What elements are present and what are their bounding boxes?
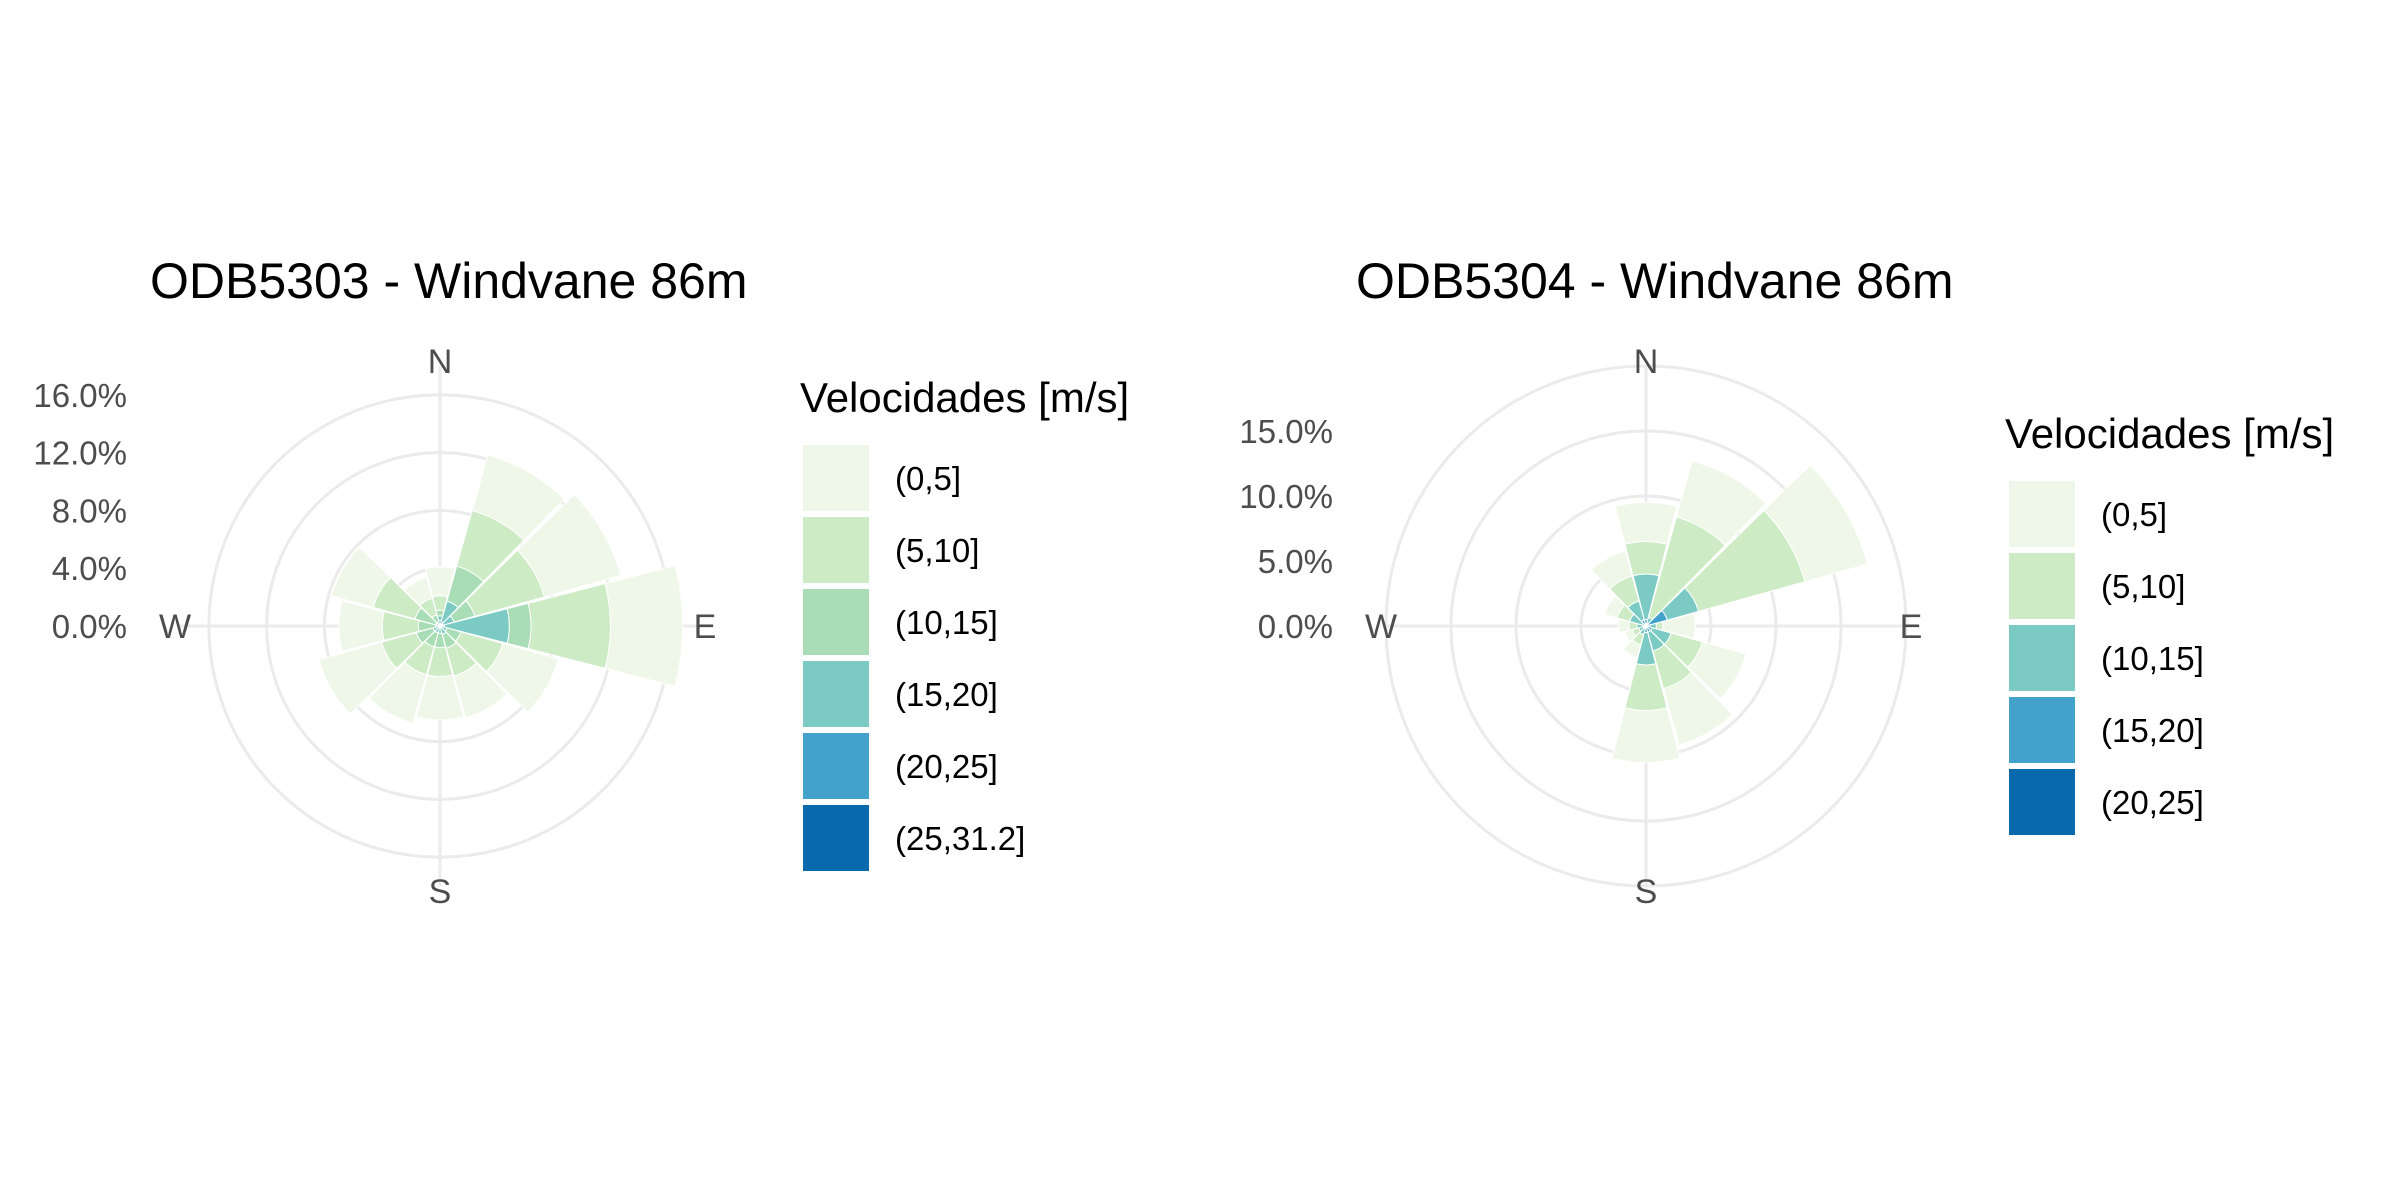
wind-bar-segment xyxy=(1611,707,1681,764)
radial-tick-label: 8.0% xyxy=(52,492,127,529)
direction-label-w: W xyxy=(159,608,191,646)
chart-title: ODB5303 - Windvane 86m xyxy=(150,253,748,309)
direction-label-s: S xyxy=(1635,873,1658,911)
wind-bar-segment xyxy=(1590,550,1633,590)
wind-bars xyxy=(318,454,684,725)
wind-bar-segment xyxy=(424,566,456,598)
legend: (0,5] (5,10] (10,15] (15,20] (20,25] (25,31.2… xyxy=(803,445,1025,871)
direction-label-e: E xyxy=(694,608,717,646)
legend-label: (20,25] xyxy=(2101,784,2204,821)
wind-bar-segment xyxy=(1604,595,1626,619)
legend-label: (25,31.2] xyxy=(895,820,1025,857)
direction-label-n: N xyxy=(428,343,453,381)
wind-bar-segment xyxy=(485,642,559,713)
radial-tick-label: 4.0% xyxy=(52,550,127,587)
legend-swatch xyxy=(803,517,869,583)
radial-tick-label: 10.0% xyxy=(1239,478,1333,515)
wind-bar-segment xyxy=(1662,671,1734,746)
direction-label-s: S xyxy=(429,873,452,911)
legend-label: (15,20] xyxy=(895,676,998,713)
legend-swatch xyxy=(2009,553,2075,619)
wind-bar-segment xyxy=(471,454,566,542)
wind-bar-segment xyxy=(318,641,398,715)
wind-bar-segment xyxy=(338,600,385,652)
windrose-panel-odb5304: ODB5304 - Windvane 86m Velocidades [m/s]… xyxy=(1200,0,2400,1200)
legend-swatch xyxy=(2009,625,2075,691)
legend-swatch xyxy=(803,589,869,655)
radial-tick-label: 0.0% xyxy=(52,608,127,645)
legend-label: (5,10] xyxy=(2101,568,2185,605)
radial-tick-label: 12.0% xyxy=(33,435,127,472)
windrose-panel-odb5303: ODB5303 - Windvane 86m Velocidades [m/s]… xyxy=(33,253,1129,911)
wind-bar-segment xyxy=(330,546,392,608)
wind-bar-segment xyxy=(368,661,428,725)
legend-label: (10,15] xyxy=(895,604,998,641)
direction-label-e: E xyxy=(1900,608,1923,646)
windrose-chart-odb5304: ODB5304 - Windvane 86m Velocidades [m/s]… xyxy=(1239,253,2334,911)
radial-tick-label: 5.0% xyxy=(1258,543,1333,580)
wind-bar-segment xyxy=(1687,641,1747,700)
wind-bar-segment xyxy=(416,674,464,721)
wind-bar-segment xyxy=(1763,464,1869,583)
legend-swatch xyxy=(803,445,869,511)
legend-swatch xyxy=(2009,769,2075,835)
wind-bar-segment xyxy=(604,565,684,687)
legend-swatch xyxy=(803,805,869,871)
legend-label: (10,15] xyxy=(2101,640,2204,677)
radial-tick-label: 15.0% xyxy=(1239,413,1333,450)
legend-swatch xyxy=(2009,697,2075,763)
windrose-chart-odb5303: ODB5303 - Windvane 86m Velocidades [m/s]… xyxy=(33,253,1129,911)
legend-label: (0,5] xyxy=(2101,496,2167,533)
wind-bars xyxy=(1590,460,1869,764)
legend-swatch xyxy=(803,661,869,727)
wind-bar-segment xyxy=(1675,460,1767,546)
direction-label-w: W xyxy=(1365,608,1397,646)
legend: (0,5] (5,10] (10,15] (15,20] (20,25] xyxy=(2009,481,2204,835)
wind-bar-segment xyxy=(1614,502,1678,545)
legend-label: (5,10] xyxy=(895,532,979,569)
wind-bar-segment xyxy=(1661,613,1696,639)
wind-bar-segment xyxy=(1624,541,1668,577)
wind-bar-segment xyxy=(403,576,433,607)
legend-label: (0,5] xyxy=(895,460,961,497)
legend-title: Velocidades [m/s] xyxy=(800,374,1129,421)
radial-tick-label: 16.0% xyxy=(33,377,127,414)
wind-bar-segment xyxy=(453,662,508,719)
legend-title: Velocidades [m/s] xyxy=(2005,410,2334,457)
legend-label: (15,20] xyxy=(2101,712,2204,749)
chart-title: ODB5304 - Windvane 86m xyxy=(1356,253,1954,309)
legend-swatch xyxy=(2009,481,2075,547)
wind-bar-segment xyxy=(506,602,532,650)
wind-bar-segment xyxy=(516,493,622,598)
direction-label-n: N xyxy=(1634,343,1659,381)
legend-label: (20,25] xyxy=(895,748,998,785)
radial-tick-label: 0.0% xyxy=(1258,608,1333,645)
legend-swatch xyxy=(803,733,869,799)
